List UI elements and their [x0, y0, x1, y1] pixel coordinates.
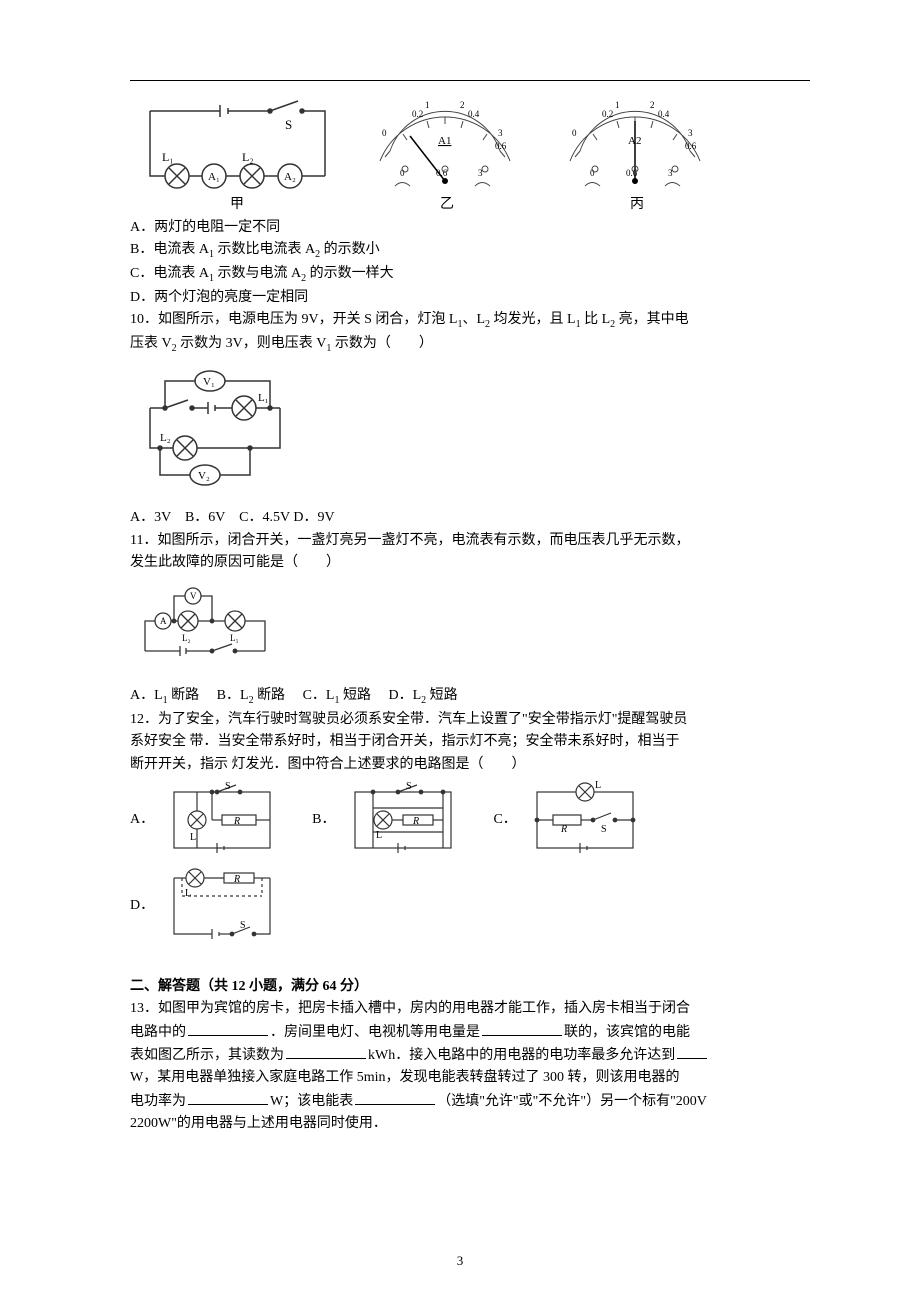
blank-2[interactable]	[482, 1021, 562, 1036]
svg-text:L: L	[376, 830, 382, 841]
q13-line4: W，某用电器单独接入家庭电路工作 5min，发现电能表转盘转过了 300 转，则…	[130, 1067, 810, 1089]
q13-line5: 电功率为W；该电能表（选填"允许"或"不允许"）另一个标有"200V	[130, 1090, 810, 1113]
svg-text:L₂: L₂	[242, 150, 254, 164]
q12-stem-line3: 断开开关，指示 灯发光．图中符合上述要求的电路图是（ ）	[130, 754, 810, 776]
page-top-rule	[130, 80, 810, 81]
svg-text:A2: A2	[628, 135, 641, 147]
svg-text:S: S	[601, 824, 607, 835]
svg-text:L: L	[185, 888, 191, 899]
blank-6[interactable]	[355, 1090, 435, 1105]
svg-text:0: 0	[572, 128, 577, 138]
svg-text:3: 3	[498, 128, 503, 138]
q9-option-d: D．两个灯泡的亮度一定相同	[130, 287, 810, 309]
q11-stem-line1: 11．如图所示，闭合开关，一盏灯亮另一盏灯不亮，电流表有示数，而电压表几乎无示数…	[130, 530, 810, 552]
svg-text:R: R	[560, 824, 567, 835]
q11-options: A．L1 断路 B．L2 断路 C．L1 短路 D．L2 短路	[130, 685, 810, 709]
q13-line6: 2200W"的用电器与上述用电器同时使用．	[130, 1113, 810, 1135]
q10-options: A．3V B．6V C．4.5V D．9V	[130, 507, 810, 529]
svg-text:L₂: L₂	[182, 633, 191, 643]
svg-text:A: A	[160, 616, 167, 626]
svg-text:R: R	[233, 816, 240, 827]
svg-text:R: R	[233, 874, 240, 885]
q9-diagram-row: S L₁ L₂ A₁ A₂ 甲 0 0.2 1	[130, 91, 810, 211]
svg-text:A1: A1	[438, 135, 451, 147]
q12-option-a: A． S L R	[130, 780, 282, 860]
svg-text:0.6: 0.6	[495, 141, 507, 151]
q13-line1: 13．如图甲为宾馆的房卡，把房卡插入槽中，房内的用电器才能工作，插入房卡相当于闭…	[130, 998, 810, 1020]
svg-text:2: 2	[460, 100, 465, 110]
blank-3[interactable]	[286, 1044, 366, 1059]
q10-stem-line2: 压表 V2 示数为 3V，则电压表 V1 示数为（ ）	[130, 333, 810, 357]
svg-text:S: S	[406, 781, 412, 792]
svg-text:0.4: 0.4	[658, 109, 670, 119]
q12-option-d: D．	[130, 866, 282, 946]
q12-option-b: B．	[312, 780, 463, 860]
svg-text:S: S	[240, 920, 246, 931]
svg-text:L: L	[595, 780, 601, 791]
section2-heading: 二、解答题（共 12 小题，满分 64 分）	[130, 976, 810, 998]
q9-option-c: C．电流表 A1 示数与电流 A2 的示数一样大	[130, 263, 810, 287]
svg-text:3: 3	[688, 128, 693, 138]
q9-circuit-jia: S L₁ L₂ A₁ A₂ 甲	[130, 91, 340, 211]
blank-4[interactable]	[677, 1044, 707, 1059]
svg-text:1: 1	[425, 100, 430, 110]
page-number: 3	[0, 1251, 920, 1272]
q9-meter-yi: 0 0.2 1 2 0.4 3 0.6 A1 00.63 乙	[360, 91, 530, 211]
svg-text:L: L	[190, 832, 196, 843]
svg-text:A₁: A₁	[208, 171, 220, 183]
q12-stem-line2: 系好安全 带．当安全带系好时，相当于闭合开关，指示灯不亮；安全带未系好时，相当于	[130, 731, 810, 753]
svg-text:1: 1	[615, 100, 620, 110]
svg-text:0.4: 0.4	[468, 109, 480, 119]
svg-text:S: S	[285, 117, 292, 132]
q12-stem-line1: 12．为了安全，汽车行驶时驾驶员必须系安全带．汽车上设置了"安全带指示灯"提醒驾…	[130, 709, 810, 731]
svg-text:S: S	[225, 781, 231, 792]
q12-choices: A． S L R	[130, 780, 810, 946]
q13-line2: 电路中的．房间里电灯、电视机等用电量是联的，该宾馆的电能	[130, 1021, 810, 1044]
svg-text:R: R	[412, 816, 419, 827]
svg-text:乙: 乙	[440, 196, 454, 211]
svg-text:L₂: L₂	[160, 432, 171, 444]
q11-stem-line2: 发生此故障的原因可能是（ ）	[130, 552, 810, 574]
svg-text:L₁: L₁	[162, 150, 174, 164]
svg-text:2: 2	[650, 100, 655, 110]
svg-text:V₂: V₂	[198, 470, 210, 482]
q9-meter-bing: 0 0.2 1 2 0.4 3 0.6 A2 00.63 丙	[550, 91, 720, 211]
svg-text:V₁: V₁	[203, 376, 215, 388]
blank-5[interactable]	[188, 1090, 268, 1105]
q10-stem-line1: 10．如图所示，电源电压为 9V，开关 S 闭合，灯泡 L1、L2 均发光，且 …	[130, 309, 810, 333]
svg-text:丙: 丙	[630, 197, 644, 211]
q9-option-b: B．电流表 A1 示数比电流表 A2 的示数小	[130, 239, 810, 263]
svg-text:0.2: 0.2	[602, 109, 613, 119]
q11-circuit: V A L₂ L₁	[130, 581, 280, 671]
svg-text:L₁: L₁	[258, 392, 269, 404]
q13-line3: 表如图乙所示，其读数为kWh．接入电路中的用电器的电功率最多允许达到	[130, 1044, 810, 1067]
q12-option-c: C． L R S	[493, 780, 644, 860]
svg-text:甲: 甲	[230, 197, 244, 211]
svg-text:0.2: 0.2	[412, 109, 423, 119]
svg-text:0: 0	[382, 128, 387, 138]
svg-text:A₂: A₂	[284, 171, 296, 183]
q10-circuit: V₁ V₂ L₁ L₂	[130, 363, 300, 493]
q9-option-a: A．两灯的电阻一定不同	[130, 217, 810, 239]
svg-text:0.6: 0.6	[685, 141, 697, 151]
svg-text:L₁: L₁	[230, 633, 239, 643]
blank-1[interactable]	[188, 1021, 268, 1036]
svg-text:V: V	[190, 591, 197, 601]
